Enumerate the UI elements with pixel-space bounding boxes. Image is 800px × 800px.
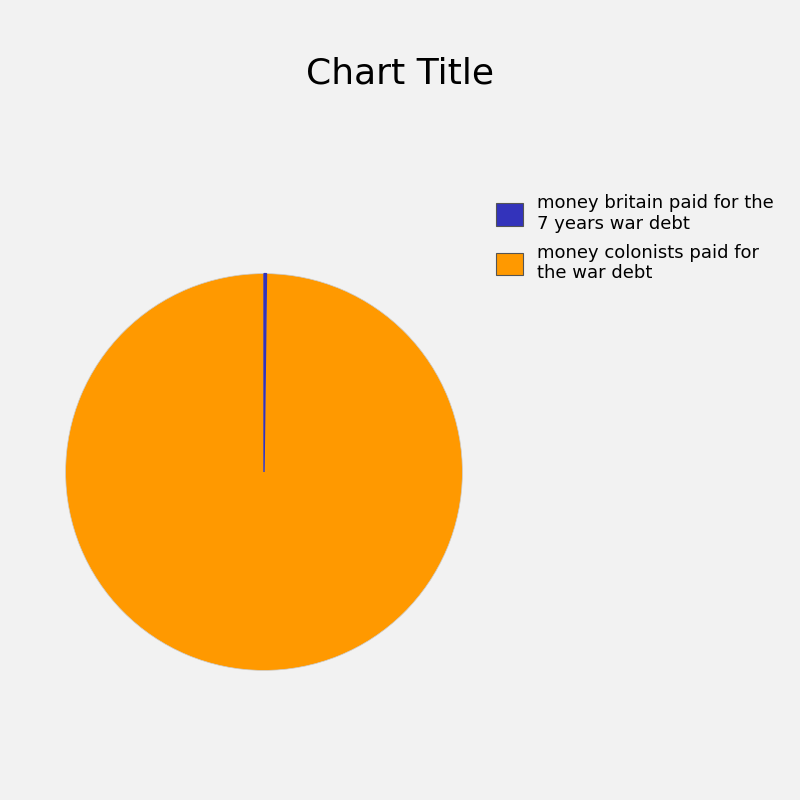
Legend: money britain paid for the
7 years war debt, money colonists paid for
the war de: money britain paid for the 7 years war d… [486,185,783,291]
Wedge shape [66,274,462,670]
Wedge shape [264,274,266,472]
Text: Chart Title: Chart Title [306,56,494,90]
